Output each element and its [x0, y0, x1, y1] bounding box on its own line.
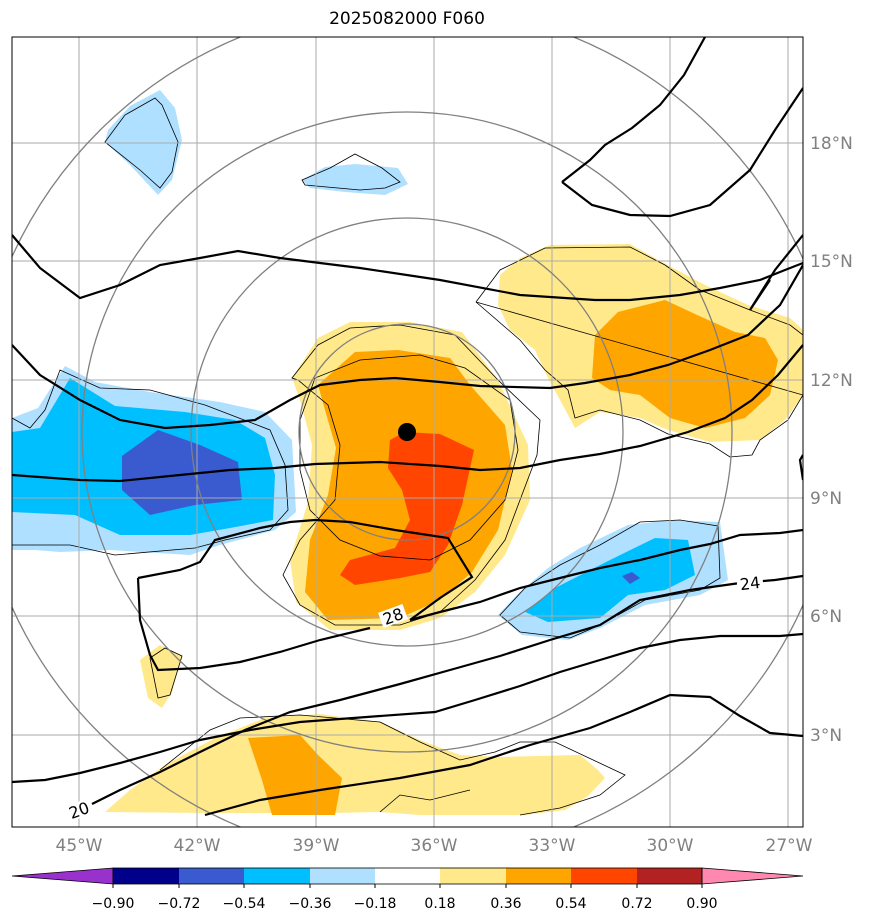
- colorbar-segment: [375, 868, 440, 884]
- red-region-center: [340, 432, 474, 585]
- latitude-labels: 18°N 15°N 12°N 9°N 6°N 3°N: [810, 134, 853, 746]
- colorbar-tick-label: 0.36: [490, 896, 521, 912]
- range-rings: [12, 37, 803, 827]
- isoline-6: [12, 344, 803, 483]
- plot-area: [12, 37, 803, 827]
- isoline-13: [204, 693, 803, 817]
- colorbar-tick-label: −0.54: [223, 896, 266, 912]
- royalblue-region-se: [622, 572, 640, 584]
- colorbar-segment: [310, 868, 375, 884]
- isoline-12: [91, 574, 803, 805]
- isoline-2: [561, 37, 706, 183]
- colorbar-segment: [179, 868, 244, 884]
- colorbar-segment: [244, 868, 310, 884]
- lat-label: 9°N: [810, 489, 842, 509]
- lat-label: 3°N: [810, 726, 842, 746]
- colorbar-tick-label: 0.72: [621, 896, 652, 912]
- orange-region-south: [248, 735, 342, 815]
- lon-label: 27°W: [766, 836, 813, 856]
- isoline-9: [136, 577, 371, 672]
- longitude-labels: 45°W 42°W 39°W 36°W 33°W 30°W 27°W: [56, 836, 813, 856]
- contour-label-24: 24: [739, 573, 762, 594]
- colorbar-tick-label: −0.18: [354, 896, 397, 912]
- lon-label: 39°W: [293, 836, 340, 856]
- lon-label: 42°W: [174, 836, 221, 856]
- colorbar-tick-label: 0.18: [424, 896, 455, 912]
- isoline-1: [12, 234, 803, 302]
- isoline-4: [12, 264, 803, 430]
- lat-label: 18°N: [810, 134, 853, 154]
- isoline-11: [409, 528, 803, 622]
- lon-label: 45°W: [56, 836, 103, 856]
- isoline-3: [561, 87, 803, 218]
- isoline-5: [749, 234, 803, 311]
- yellow-region-south: [105, 714, 605, 815]
- colorbar-tick-label: 0.90: [686, 896, 717, 912]
- lat-label: 12°N: [810, 371, 853, 391]
- colorbar-tick-label: −0.72: [158, 896, 201, 912]
- isoline-7: [798, 454, 803, 481]
- thin-contours: [12, 97, 803, 816]
- lightblue-region-north: [302, 164, 408, 195]
- positive-shading: [105, 244, 803, 815]
- colorbar: −0.90 −0.72 −0.54 −0.36 −0.18 0.18 0.36 …: [11, 867, 804, 912]
- lon-label: 36°W: [411, 836, 458, 856]
- lon-label: 30°W: [647, 836, 694, 856]
- colorbar-tick-label: −0.90: [92, 896, 135, 912]
- thick-contours: [12, 37, 803, 817]
- royalblue-region-west: [122, 430, 242, 515]
- colorbar-tick-label: −0.36: [289, 896, 332, 912]
- lat-label: 15°N: [810, 252, 853, 272]
- colorbar-segment: [506, 868, 571, 884]
- colorbar-extend-low: [11, 867, 114, 885]
- colorbar-segment: [571, 868, 637, 884]
- plot-frame: [11, 36, 804, 828]
- colorbar-segment: [440, 868, 506, 884]
- isoline-8: [137, 518, 474, 621]
- colorbar-tick-label: 0.54: [555, 896, 586, 912]
- map-title: 2025082000 F060: [329, 9, 485, 29]
- lat-label: 6°N: [810, 607, 842, 627]
- colorbar-extend-high: [701, 867, 804, 885]
- blue-region-se: [525, 538, 695, 622]
- orange-region-east: [592, 300, 778, 428]
- colorbar-segment: [637, 868, 702, 884]
- storm-center-marker: [398, 423, 416, 441]
- lon-label: 33°W: [529, 836, 576, 856]
- colorbar-segment: [113, 868, 179, 884]
- contour-label-group: 28 24 20: [64, 573, 764, 823]
- isoline-10: [12, 632, 803, 784]
